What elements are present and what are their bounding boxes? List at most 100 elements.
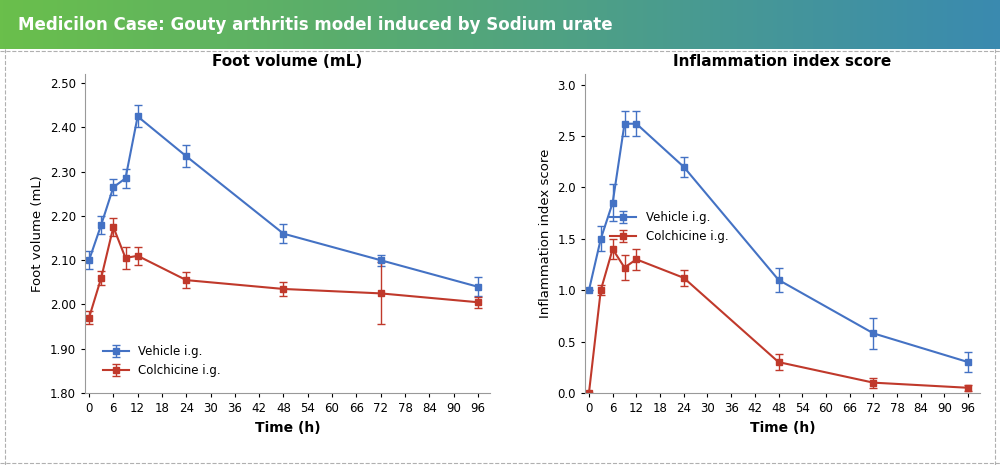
Bar: [787, 0, 791, 49]
Bar: [520, 0, 524, 49]
Bar: [613, 0, 618, 49]
Bar: [137, 0, 141, 49]
Bar: [813, 0, 818, 49]
Bar: [227, 0, 231, 49]
Bar: [183, 0, 188, 49]
Bar: [317, 0, 321, 49]
Bar: [70, 0, 74, 49]
Bar: [457, 0, 461, 49]
Bar: [453, 0, 458, 49]
Bar: [980, 0, 984, 49]
Bar: [43, 0, 48, 49]
Bar: [370, 0, 374, 49]
Bar: [483, 0, 488, 49]
Bar: [273, 0, 278, 49]
Y-axis label: Inflammation index score: Inflammation index score: [539, 149, 552, 319]
Bar: [413, 0, 418, 49]
Bar: [107, 0, 111, 49]
Bar: [30, 0, 34, 49]
Bar: [117, 0, 121, 49]
Bar: [883, 0, 888, 49]
Bar: [523, 0, 528, 49]
Bar: [853, 0, 858, 49]
Bar: [867, 0, 871, 49]
Bar: [933, 0, 938, 49]
Bar: [923, 0, 928, 49]
Bar: [680, 0, 684, 49]
Bar: [740, 0, 744, 49]
Bar: [390, 0, 394, 49]
Bar: [750, 0, 754, 49]
Bar: [503, 0, 508, 49]
Bar: [697, 0, 701, 49]
Bar: [593, 0, 598, 49]
Bar: [167, 0, 171, 49]
Bar: [723, 0, 728, 49]
Bar: [307, 0, 311, 49]
Bar: [643, 0, 648, 49]
Bar: [793, 0, 798, 49]
Bar: [947, 0, 951, 49]
Bar: [480, 0, 484, 49]
Bar: [420, 0, 424, 49]
Bar: [57, 0, 61, 49]
Bar: [297, 0, 301, 49]
Bar: [580, 0, 584, 49]
Bar: [217, 0, 221, 49]
Bar: [557, 0, 561, 49]
Bar: [283, 0, 288, 49]
Bar: [37, 0, 41, 49]
Bar: [880, 0, 884, 49]
Bar: [663, 0, 668, 49]
Bar: [767, 0, 771, 49]
Bar: [493, 0, 498, 49]
Bar: [430, 0, 434, 49]
Bar: [777, 0, 781, 49]
Bar: [33, 0, 38, 49]
Bar: [720, 0, 724, 49]
Bar: [993, 0, 998, 49]
Bar: [570, 0, 574, 49]
Bar: [960, 0, 964, 49]
Bar: [80, 0, 84, 49]
Bar: [383, 0, 388, 49]
Legend: Vehicle i.g., Colchicine i.g.: Vehicle i.g., Colchicine i.g.: [607, 208, 732, 247]
Bar: [410, 0, 414, 49]
Bar: [263, 0, 268, 49]
Bar: [450, 0, 454, 49]
Bar: [667, 0, 671, 49]
Bar: [313, 0, 318, 49]
Bar: [800, 0, 804, 49]
Bar: [830, 0, 834, 49]
Bar: [90, 0, 94, 49]
Bar: [7, 0, 11, 49]
Bar: [780, 0, 784, 49]
Bar: [737, 0, 741, 49]
Bar: [417, 0, 421, 49]
Bar: [100, 0, 104, 49]
Bar: [660, 0, 664, 49]
Bar: [743, 0, 748, 49]
Bar: [753, 0, 758, 49]
Text: Medicilon Case: Gouty arthritis model induced by Sodium urate: Medicilon Case: Gouty arthritis model in…: [18, 16, 613, 34]
Bar: [10, 0, 14, 49]
Bar: [150, 0, 154, 49]
Bar: [17, 0, 21, 49]
Bar: [847, 0, 851, 49]
Bar: [887, 0, 891, 49]
Bar: [310, 0, 314, 49]
Bar: [13, 0, 18, 49]
Bar: [530, 0, 534, 49]
Bar: [540, 0, 544, 49]
Bar: [597, 0, 601, 49]
Bar: [373, 0, 378, 49]
Bar: [587, 0, 591, 49]
Bar: [130, 0, 134, 49]
Bar: [967, 0, 971, 49]
Bar: [333, 0, 338, 49]
Bar: [943, 0, 948, 49]
Bar: [910, 0, 914, 49]
Bar: [903, 0, 908, 49]
Bar: [953, 0, 958, 49]
Bar: [547, 0, 551, 49]
